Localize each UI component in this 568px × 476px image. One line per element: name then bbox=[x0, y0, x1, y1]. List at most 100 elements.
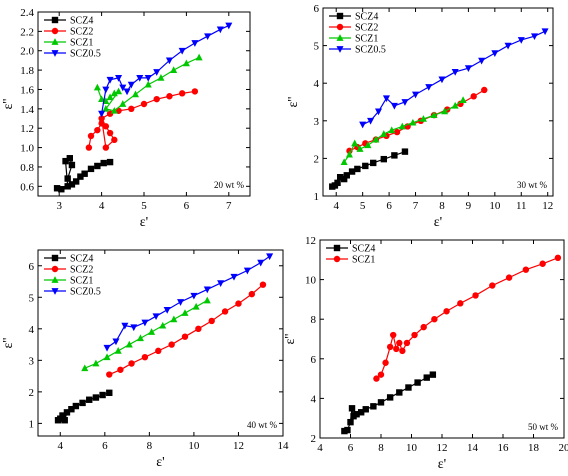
data-point bbox=[102, 123, 110, 130]
x-axis-label: ε' bbox=[434, 215, 442, 230]
x-tick-label: 12 bbox=[437, 442, 448, 454]
data-point bbox=[66, 155, 73, 162]
data-point bbox=[217, 280, 225, 287]
y-tick-label: 0.6 bbox=[20, 181, 34, 193]
data-point bbox=[401, 148, 409, 155]
data-point bbox=[119, 84, 127, 92]
data-point bbox=[159, 321, 167, 329]
data-point bbox=[110, 106, 118, 114]
data-point bbox=[481, 86, 488, 94]
series-SCZ1 bbox=[373, 254, 562, 382]
data-point bbox=[128, 105, 135, 113]
data-point bbox=[64, 175, 71, 182]
data-point bbox=[103, 344, 111, 352]
data-point bbox=[191, 40, 199, 47]
data-point bbox=[235, 300, 242, 307]
legend-marker bbox=[51, 38, 59, 45]
data-point bbox=[517, 37, 525, 44]
data-point bbox=[93, 83, 101, 91]
data-point bbox=[391, 152, 398, 159]
legend-label: SCZ2 bbox=[70, 27, 93, 38]
data-point bbox=[225, 22, 233, 30]
concentration-annotation: 40 wt % bbox=[247, 420, 278, 430]
data-point bbox=[470, 93, 477, 100]
data-point bbox=[374, 108, 383, 116]
legend-label: SCZ1 bbox=[355, 34, 378, 45]
data-point bbox=[79, 399, 86, 407]
data-point bbox=[359, 121, 367, 129]
plot-frame bbox=[37, 249, 284, 437]
y-tick-label: 2 bbox=[311, 433, 317, 445]
x-tick-label: 14 bbox=[278, 440, 290, 452]
data-point bbox=[102, 86, 110, 94]
data-point bbox=[380, 130, 388, 137]
x-tick-label: 10 bbox=[489, 200, 501, 212]
data-point bbox=[63, 409, 71, 416]
y-tick-label: 1.0 bbox=[20, 143, 34, 155]
data-point bbox=[58, 186, 65, 193]
data-point bbox=[62, 157, 69, 165]
data-point bbox=[203, 286, 211, 294]
data-point bbox=[489, 282, 496, 289]
data-point bbox=[405, 384, 412, 391]
data-point bbox=[430, 111, 438, 119]
data-point bbox=[345, 150, 353, 158]
data-point bbox=[106, 93, 114, 101]
data-point bbox=[190, 292, 198, 300]
x-tick-label: 4 bbox=[333, 200, 339, 212]
data-point bbox=[344, 426, 351, 434]
y-axis-label: ε'' bbox=[1, 99, 16, 110]
series-SCZ4 bbox=[53, 155, 114, 193]
data-point bbox=[340, 175, 348, 183]
series-SCZ2 bbox=[85, 88, 199, 151]
data-point bbox=[380, 155, 388, 163]
data-point bbox=[230, 273, 238, 281]
series-SCZ0.5 bbox=[359, 28, 549, 129]
data-point bbox=[396, 389, 403, 396]
data-point bbox=[504, 42, 512, 50]
data-point bbox=[192, 302, 200, 310]
legend-label: SCZ1 bbox=[70, 276, 93, 287]
x-tick-label: 10 bbox=[188, 440, 200, 452]
series-line bbox=[362, 30, 546, 126]
data-point bbox=[208, 317, 215, 325]
data-point bbox=[554, 254, 562, 262]
legend-label: SCZ2 bbox=[355, 23, 378, 34]
x-tick-label: 12 bbox=[542, 200, 553, 212]
x-tick-label: 14 bbox=[467, 442, 479, 454]
data-point bbox=[81, 170, 88, 177]
legend-marker bbox=[336, 34, 344, 41]
data-point bbox=[87, 165, 95, 173]
data-point bbox=[403, 339, 411, 347]
y-tick-label: 2 bbox=[314, 153, 320, 165]
data-point bbox=[152, 313, 160, 321]
series-line bbox=[376, 257, 559, 380]
x-tick-label: 8 bbox=[439, 200, 445, 212]
y-axis-label: ε'' bbox=[286, 97, 301, 108]
legend-marker bbox=[336, 23, 344, 31]
x-tick-label: 16 bbox=[498, 442, 510, 454]
data-point bbox=[178, 47, 186, 55]
data-point bbox=[539, 260, 546, 267]
data-point bbox=[347, 418, 354, 426]
data-point bbox=[257, 259, 265, 267]
series-line bbox=[101, 25, 230, 114]
legend-marker bbox=[333, 255, 341, 263]
data-point bbox=[191, 88, 199, 95]
data-point bbox=[148, 328, 156, 335]
data-point bbox=[68, 406, 75, 413]
y-tick-label: 1 bbox=[29, 418, 35, 430]
legend-marker bbox=[51, 50, 59, 57]
data-point bbox=[121, 322, 129, 330]
data-point bbox=[203, 296, 211, 304]
y-tick-label: 4 bbox=[29, 324, 35, 336]
legend-marker bbox=[51, 16, 59, 24]
y-tick-label: 1 bbox=[314, 191, 320, 203]
legend-marker bbox=[336, 46, 344, 53]
data-point bbox=[195, 325, 202, 333]
x-tick-label: 18 bbox=[528, 442, 540, 454]
x-tick-label: 6 bbox=[184, 200, 190, 212]
x-tick-label: 20 bbox=[559, 442, 568, 454]
